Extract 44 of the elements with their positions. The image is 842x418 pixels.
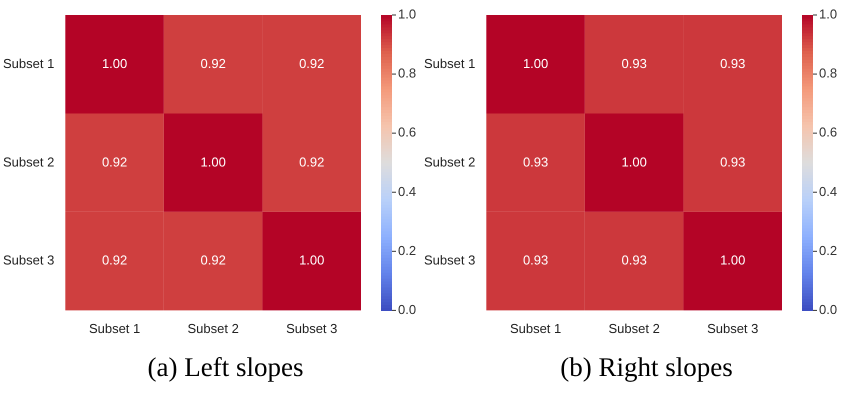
color-bar-label: 0.6 [398,124,416,140]
text: (b) Right slopes [559,352,734,383]
color-bar-label: 0.8 [398,66,416,81]
y-tick-label: Subset 1 [424,56,476,71]
x-tick-label: Subset 3 [286,320,338,336]
data-label: 0.93 [522,154,548,170]
data-label: 1.00 [200,154,226,170]
color-bar-label: 0.6 [819,124,838,140]
color-bar-label: 1.0 [819,6,838,22]
data-label: 1.00 [622,154,647,170]
color-bar-label: 0.8 [819,66,838,81]
data-label: 0.93 [720,154,746,170]
y-tick-label: Subset 3 [2,252,54,268]
x-tick-label: Subset 1 [510,320,562,336]
data-label: 1.00 [522,56,548,71]
data-label: 0.93 [720,56,746,71]
x-tick-label: Subset 1 [88,320,140,336]
data-label: 1.00 [720,252,746,268]
y-tick-label: Subset 2 [2,154,54,170]
data-label: 0.92 [102,252,128,268]
color-bar-label: 1.0 [398,6,416,22]
y-tick-label: Subset 1 [2,56,54,71]
data-label: 0.92 [299,154,324,170]
color-bar-label: 0.2 [398,242,416,258]
x-tick-label: Subset 2 [608,320,660,336]
color-bar-label: 0.4 [398,184,416,199]
data-label: 1.00 [102,56,128,71]
color-bar-label: 0.0 [819,302,838,317]
color-bar-label: 0.2 [819,242,838,258]
y-tick-label: Subset 2 [424,154,476,170]
data-label: 0.93 [622,56,647,71]
data-label: 0.93 [622,252,647,268]
y-tick-label: Subset 3 [424,252,476,268]
data-label: 0.92 [200,56,226,71]
color-bar-label: 0.0 [398,302,416,317]
data-label: 0.92 [200,252,226,268]
data-label: 0.93 [522,252,548,268]
data-label: 0.92 [102,154,128,170]
text: (a) Left slopes [146,352,304,383]
x-tick-label: Subset 3 [707,320,758,336]
data-label: 0.92 [299,56,324,71]
x-tick-label: Subset 2 [187,320,239,336]
data-label: 1.00 [299,252,324,268]
color-bar-label: 0.4 [819,184,838,199]
